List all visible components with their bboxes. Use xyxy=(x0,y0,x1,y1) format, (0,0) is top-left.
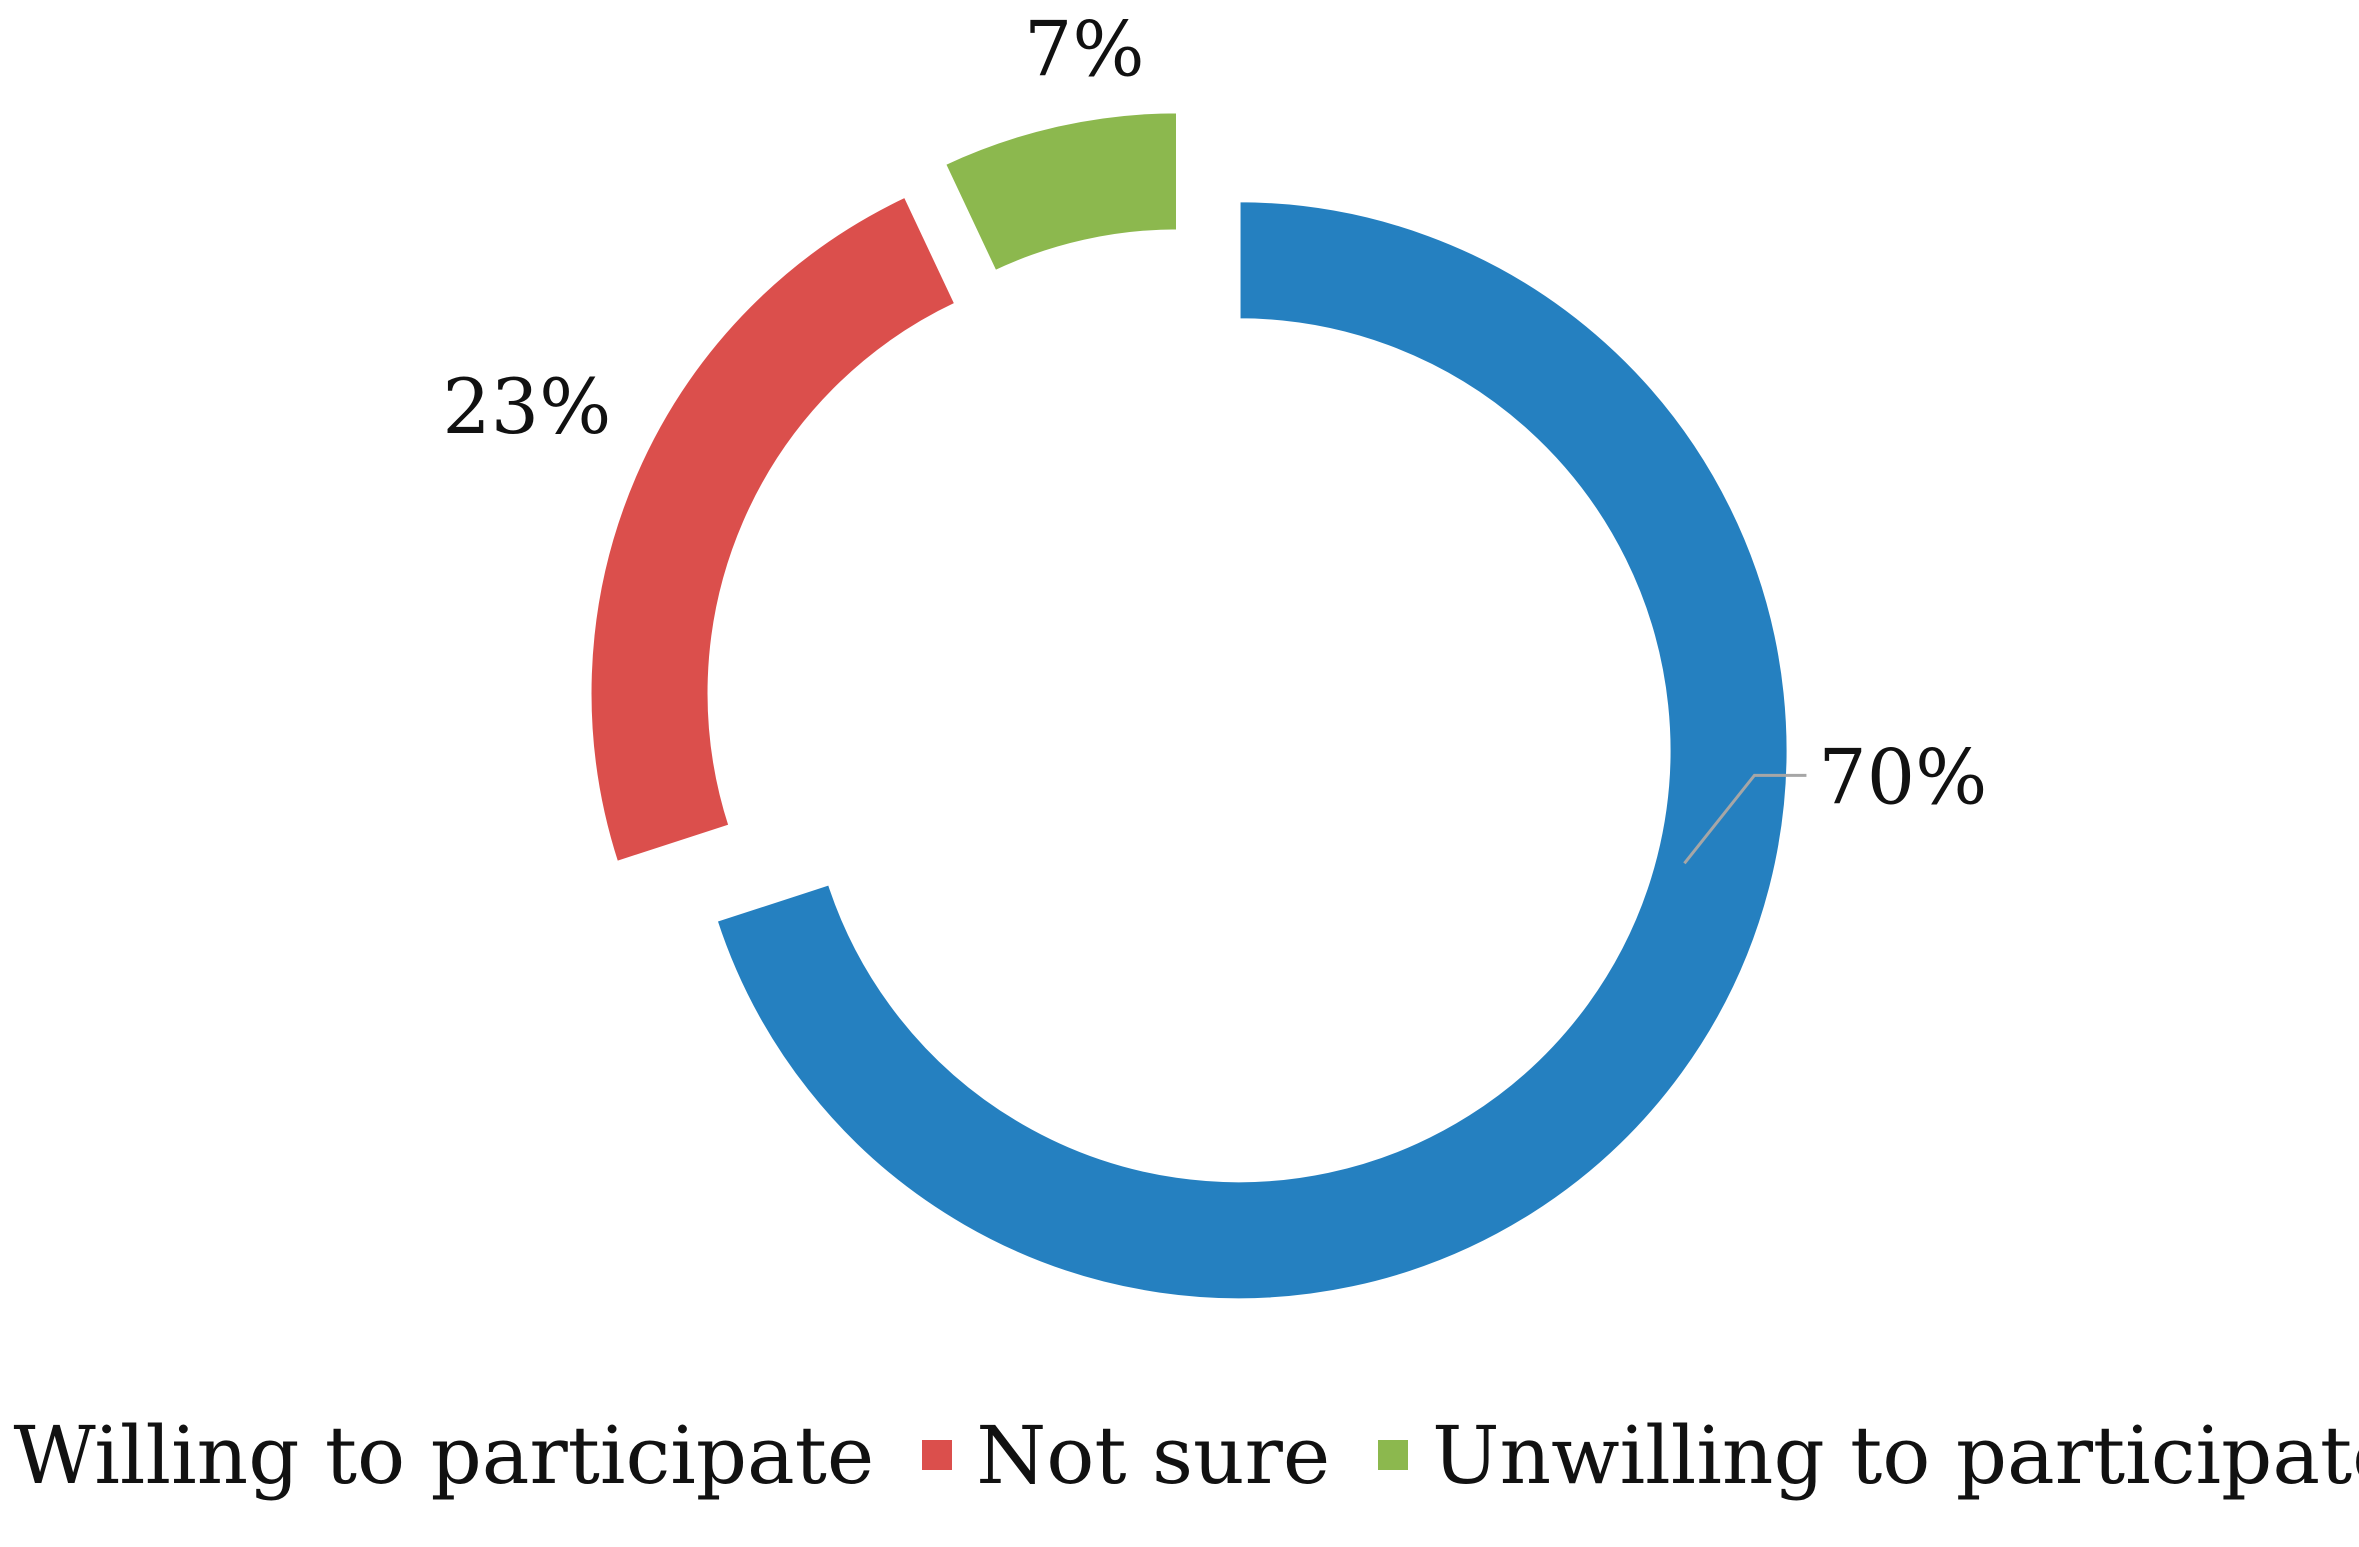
leader-line-willing xyxy=(1683,773,1807,865)
legend-swatch-unwilling xyxy=(1378,1440,1409,1470)
legend: Willing to participate Not sure Unwillin… xyxy=(0,1395,2359,1515)
slice-not-sure xyxy=(587,192,960,866)
slice-willing xyxy=(712,198,1791,1303)
slices-layer xyxy=(587,109,1791,1303)
data-label-willing: 70% xyxy=(1818,732,1987,821)
data-label-not-sure: 23% xyxy=(442,362,611,451)
legend-swatch-not-sure xyxy=(922,1440,953,1470)
legend-item-willing: Willing to participate xyxy=(0,1408,875,1502)
data-labels-layer: 70% 23% 7% xyxy=(442,5,1987,822)
slice-unwilling xyxy=(941,109,1180,275)
legend-item-unwilling: Unwilling to participate xyxy=(1378,1409,2359,1502)
legend-item-not-sure: Not sure xyxy=(922,1409,1330,1502)
legend-label-not-sure: Not sure xyxy=(976,1408,1331,1502)
leader-lines-layer xyxy=(1683,773,1807,865)
data-label-unwilling: 7% xyxy=(1024,5,1145,94)
legend-label-unwilling: Unwilling to participate xyxy=(1432,1408,2359,1502)
legend-label-willing: Willing to participate xyxy=(13,1408,875,1502)
